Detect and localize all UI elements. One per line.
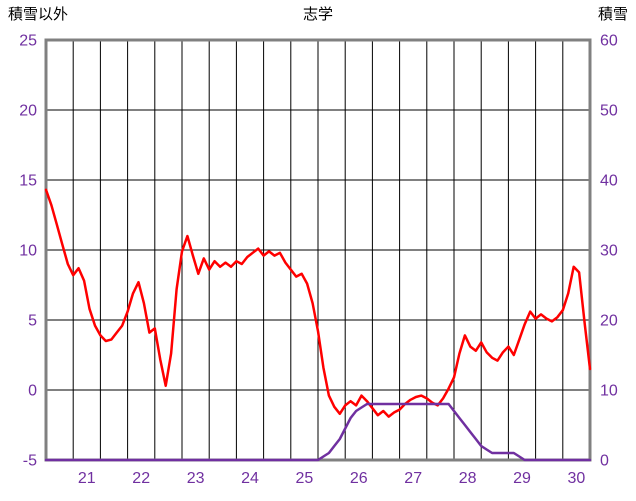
left-axis-title: 積雪以外	[8, 6, 69, 23]
left-axis-tick-label: 0	[28, 383, 37, 400]
right-axis-tick-label: 40	[600, 173, 618, 190]
left-axis-tick-label: 20	[19, 103, 37, 120]
left-axis-tick-label: 25	[19, 33, 37, 50]
right-axis-tick-label: 50	[600, 103, 618, 120]
right-axis-tick-label: 0	[600, 453, 609, 470]
right-axis-tick-label: 30	[600, 243, 618, 260]
x-axis-tick-label: 25	[296, 470, 314, 487]
left-axis-tick-label: 10	[19, 243, 37, 260]
left-axis-tick-label: 15	[19, 173, 37, 190]
left-axis-tick-label: -5	[23, 453, 37, 470]
x-axis-tick-label: 22	[132, 470, 150, 487]
right-axis-title: 積雪	[597, 6, 628, 23]
x-axis-tick-label: 27	[404, 470, 422, 487]
x-axis-tick-label: 26	[350, 470, 368, 487]
series-line-snow	[44, 402, 592, 462]
series-line-non-snow	[44, 188, 592, 418]
right-axis-tick-label: 10	[600, 383, 618, 400]
x-axis-tick-label: 24	[241, 470, 259, 487]
x-axis-tick-label: 30	[568, 470, 586, 487]
right-axis-tick-label: 20	[600, 313, 618, 330]
x-axis-tick-label: 23	[187, 470, 205, 487]
left-axis-tick-label: 5	[28, 313, 37, 330]
x-axis-tick-label: 28	[459, 470, 477, 487]
x-axis-tick-label: 29	[513, 470, 531, 487]
chart-title: 志学	[302, 6, 333, 23]
x-axis-tick-label: 21	[78, 470, 96, 487]
right-axis-tick-label: 60	[600, 33, 618, 50]
